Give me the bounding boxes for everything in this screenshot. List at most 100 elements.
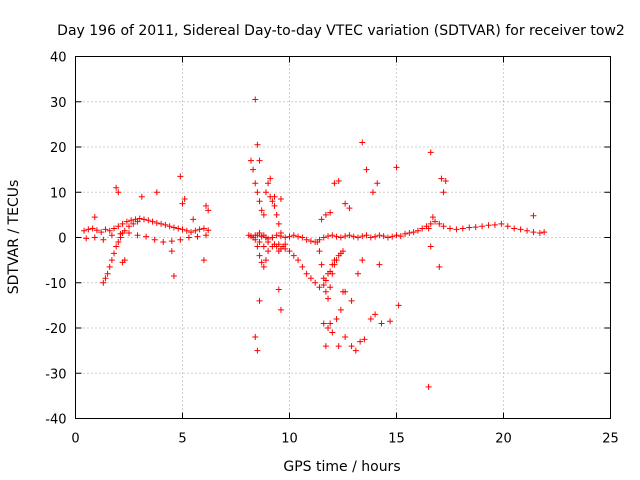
data-point (106, 263, 113, 270)
data-point (179, 226, 186, 233)
data-point (389, 233, 396, 240)
data-point (335, 177, 342, 184)
data-point (322, 211, 329, 218)
data-point (331, 261, 338, 268)
data-point (91, 234, 98, 241)
data-point (188, 229, 195, 236)
data-point (153, 220, 160, 227)
data-point (320, 234, 327, 241)
data-point (299, 234, 306, 241)
y-tick-label: -40 (45, 413, 66, 428)
data-point (342, 334, 349, 341)
data-point (316, 284, 323, 291)
data-point (265, 180, 272, 187)
data-point (327, 209, 334, 216)
data-point (115, 223, 122, 230)
data-point (134, 232, 141, 239)
data-point (425, 383, 432, 390)
data-point (472, 224, 479, 231)
data-point (170, 272, 177, 279)
data-point (98, 229, 105, 236)
data-point (181, 196, 188, 203)
data-point (111, 225, 118, 232)
data-point (325, 233, 332, 240)
data-point (318, 261, 325, 268)
data-point (307, 275, 314, 282)
data-point (286, 248, 293, 255)
data-point (329, 270, 336, 277)
data-point (149, 218, 156, 225)
data-point (104, 270, 111, 277)
data-point (177, 173, 184, 180)
data-point (380, 233, 387, 240)
data-point (183, 227, 190, 234)
data-point (267, 175, 274, 182)
data-point (250, 166, 257, 173)
data-point (254, 243, 261, 250)
data-point (158, 220, 165, 227)
data-point (115, 239, 122, 246)
data-point (320, 320, 327, 327)
y-axis-label: SDTVAR / TECUs (6, 180, 22, 295)
data-point (325, 325, 332, 331)
data-point (205, 207, 212, 214)
x-tick-label: 5 (178, 432, 186, 447)
data-point (325, 295, 332, 302)
data-point (119, 220, 126, 227)
data-point (374, 180, 381, 187)
data-point (265, 239, 272, 246)
data-point (269, 234, 276, 241)
x-tick-label: 0 (71, 432, 79, 447)
data-point (260, 243, 267, 250)
data-point (440, 223, 447, 230)
data-point (427, 220, 434, 227)
data-point (203, 232, 210, 239)
data-point (432, 218, 439, 225)
data-point (143, 233, 150, 240)
data-point (102, 226, 109, 233)
data-point (113, 184, 120, 191)
data-point (126, 229, 132, 236)
data-point (295, 257, 302, 264)
data-point (393, 164, 400, 171)
data-point (256, 297, 263, 304)
data-point (256, 157, 263, 164)
data-point (402, 230, 409, 237)
data-point (115, 189, 122, 196)
data-point (438, 175, 445, 182)
data-point (340, 248, 346, 255)
data-point (530, 229, 537, 236)
data-point (271, 202, 278, 209)
data-point (113, 243, 120, 250)
chart-title: Day 196 of 2011, Sidereal Day-to-day VTE… (57, 23, 625, 39)
data-point (196, 226, 203, 233)
data-point (359, 233, 366, 240)
data-point (376, 261, 383, 268)
data-point (200, 257, 207, 264)
data-point (331, 180, 338, 187)
data-point (316, 248, 323, 255)
data-point (260, 211, 267, 218)
data-point (117, 234, 124, 241)
data-point (205, 227, 212, 234)
data-point (372, 233, 379, 240)
data-point (258, 259, 265, 266)
x-tick-label: 15 (388, 432, 405, 447)
data-point (350, 233, 357, 240)
data-point (128, 217, 135, 224)
data-point (269, 198, 276, 205)
data-point (337, 234, 344, 241)
data-point (485, 222, 492, 229)
data-point (106, 227, 113, 234)
x-tick-label: 25 (602, 432, 619, 447)
data-point (511, 225, 518, 232)
data-point (153, 189, 160, 196)
data-point (256, 252, 263, 259)
data-point (436, 220, 443, 227)
data-point (194, 233, 201, 240)
data-point (369, 189, 376, 196)
data-point (453, 226, 460, 233)
data-point (536, 229, 543, 236)
y-tick-label: 30 (50, 96, 67, 111)
data-point (252, 334, 259, 341)
